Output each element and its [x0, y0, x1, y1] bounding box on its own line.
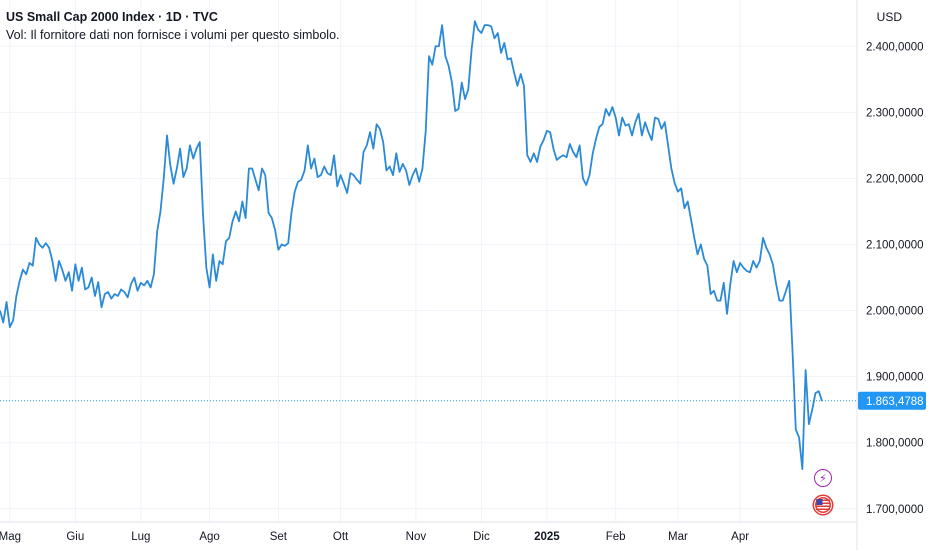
x-tick-label: Apr: [731, 531, 749, 543]
x-tick-label: Mag: [0, 531, 21, 543]
y-tick-label: 2.100,0000: [866, 239, 924, 251]
y-tick-label: 2.000,0000: [866, 306, 924, 318]
y-tick-label: 2.400,0000: [866, 41, 924, 53]
x-tick-label: Dic: [473, 531, 490, 543]
volume-note: Vol: Il fornitore dati non fornisce i vo…: [6, 28, 340, 42]
x-tick-label: Giu: [66, 531, 84, 543]
x-tick-label: Set: [270, 531, 288, 543]
x-tick-label: 2025: [534, 531, 560, 543]
symbol-title[interactable]: US Small Cap 2000 Index · 1D · TVC: [6, 10, 218, 24]
x-tick-label: Feb: [606, 531, 626, 543]
currency-label[interactable]: USD: [876, 10, 902, 24]
y-tick-label: 2.300,0000: [866, 107, 924, 119]
y-tick-label: 1.800,0000: [866, 438, 924, 450]
x-tick-label: Mar: [668, 531, 688, 543]
x-tick-label: Ott: [333, 531, 349, 543]
x-tick-label: Nov: [406, 531, 427, 543]
y-tick-label: 2.200,0000: [866, 173, 924, 185]
flag-stripes-icon: [816, 498, 830, 512]
last-price-tag: 1.863,4788: [858, 391, 926, 410]
last-price-label: 1.863,4788: [866, 396, 924, 408]
series-line[interactable]: [0, 20, 823, 471]
chart-legend: US Small Cap 2000 Index · 1D · TVC Vol: …: [6, 8, 340, 44]
y-tick-label: 1.900,0000: [866, 372, 924, 384]
y-tick-label: 1.700,0000: [866, 504, 924, 516]
x-tick-label: Ago: [199, 531, 219, 543]
lightning-icon[interactable]: ⚡: [814, 469, 832, 487]
us-flag-icon[interactable]: [814, 496, 832, 514]
x-tick-label: Lug: [131, 531, 150, 543]
